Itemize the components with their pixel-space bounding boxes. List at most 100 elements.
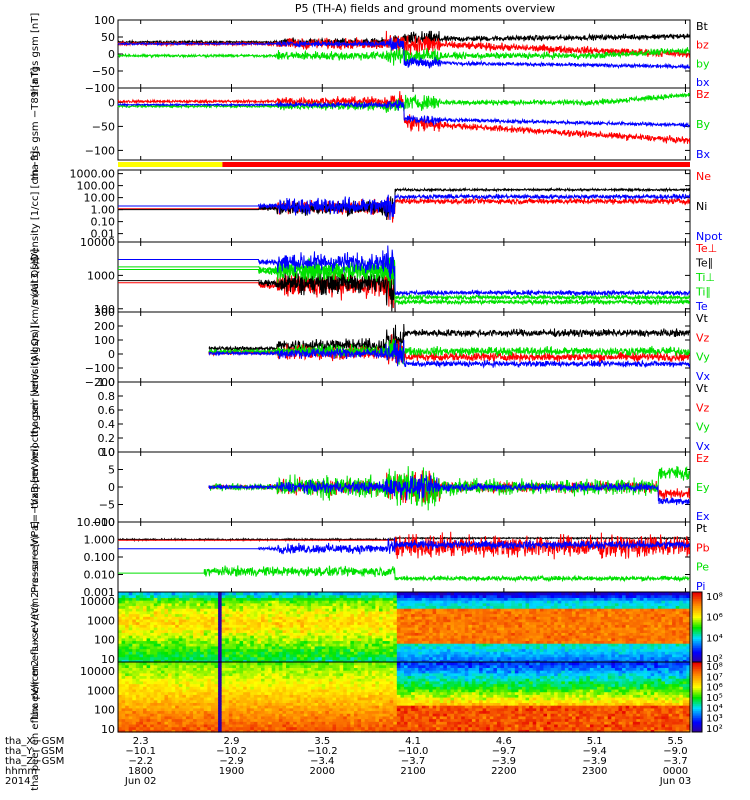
spectrogram-cell bbox=[518, 637, 523, 642]
spectrogram-cell bbox=[178, 613, 183, 617]
spectrogram-cell bbox=[543, 613, 548, 617]
spectrogram-cell bbox=[446, 608, 452, 612]
spectrogram-cell bbox=[461, 648, 466, 652]
spectrogram-cell bbox=[643, 592, 648, 596]
spectrogram-cell bbox=[121, 610, 126, 615]
spectrogram-cell bbox=[157, 705, 162, 709]
spectrogram-cell bbox=[450, 592, 455, 596]
spectrogram-cell bbox=[171, 691, 176, 695]
spectrogram-cell bbox=[293, 645, 298, 650]
spectrogram-cell bbox=[647, 659, 652, 663]
spectrogram-cell bbox=[657, 605, 662, 609]
spectrogram-cell bbox=[589, 627, 595, 631]
spectrogram-cell bbox=[268, 645, 273, 650]
spectrogram-cell bbox=[496, 645, 502, 650]
spectrogram-cell bbox=[550, 648, 555, 652]
spectrogram-cell bbox=[436, 653, 441, 658]
spectrogram-cell bbox=[228, 640, 233, 644]
spectrogram-cell bbox=[160, 610, 166, 615]
spectrogram-cell bbox=[246, 648, 251, 652]
spectrogram-cell bbox=[307, 645, 312, 650]
spectrogram-cell bbox=[636, 616, 641, 620]
ytick-label: 0 bbox=[108, 481, 115, 494]
spectrogram-cell bbox=[482, 659, 487, 663]
spectrogram-cell bbox=[489, 610, 494, 615]
spectrogram-cell bbox=[135, 691, 141, 695]
spectrogram-cell bbox=[128, 694, 133, 698]
spectrogram-cell bbox=[572, 592, 577, 596]
spectrogram-cell bbox=[135, 705, 141, 709]
spectrogram-cell bbox=[461, 635, 466, 639]
spectrogram-cell bbox=[150, 640, 155, 644]
ytick-label: 1.000 bbox=[84, 534, 116, 547]
spectrogram-cell bbox=[146, 688, 151, 693]
spectrogram-cell bbox=[243, 616, 248, 620]
spectrogram-cell bbox=[175, 640, 180, 644]
spectrogram-cell bbox=[479, 629, 484, 633]
spectrogram-cell bbox=[332, 651, 337, 655]
spectrogram-cell bbox=[600, 656, 605, 660]
spectrogram-cell bbox=[364, 592, 369, 596]
spectrogram-cell bbox=[446, 632, 452, 636]
spectrogram-cell bbox=[143, 662, 148, 666]
spectrogram-cell bbox=[160, 592, 166, 596]
spectrogram-cell bbox=[500, 602, 505, 607]
spectrogram-cell bbox=[182, 645, 187, 650]
spectrogram-cell bbox=[654, 640, 659, 644]
spectrogram-cell bbox=[443, 597, 448, 601]
spectrogram-cell bbox=[564, 659, 570, 663]
spectrogram-cell bbox=[547, 621, 552, 625]
spectrogram-cell bbox=[118, 651, 123, 655]
spectrogram-cell bbox=[364, 594, 369, 598]
spectrogram-cell bbox=[132, 613, 137, 617]
colorbar-cell bbox=[692, 604, 702, 607]
spectrogram-cell bbox=[150, 656, 155, 660]
spectrogram-cell bbox=[582, 640, 587, 644]
spectrogram-cell bbox=[511, 653, 516, 658]
spectrogram-cell bbox=[382, 651, 387, 655]
spectrogram-cell bbox=[160, 718, 166, 722]
spectrogram-cell bbox=[582, 635, 587, 639]
spectrogram-cell bbox=[479, 656, 484, 660]
spectrogram-cell bbox=[150, 723, 155, 728]
spectrogram-cell bbox=[350, 640, 355, 644]
spectrogram-cell bbox=[157, 715, 162, 720]
spectrogram-cell bbox=[625, 600, 630, 604]
spectrogram-cell bbox=[411, 613, 416, 617]
spectrogram-cell bbox=[121, 621, 126, 625]
spectrogram-cell bbox=[157, 713, 162, 717]
spectrogram-cell bbox=[457, 648, 462, 652]
spectrogram-cell bbox=[643, 618, 648, 623]
spectrogram-cell bbox=[278, 627, 284, 631]
spectrogram-cell bbox=[210, 637, 216, 642]
spectrogram-cell bbox=[350, 637, 355, 642]
spectrogram-cell bbox=[300, 637, 305, 642]
spectrogram-cell bbox=[146, 592, 151, 596]
spectrogram-cell bbox=[664, 629, 670, 633]
spectrogram-cell bbox=[153, 718, 158, 722]
spectrogram-cell bbox=[636, 602, 641, 607]
spectrogram-cell bbox=[146, 621, 151, 625]
spectrogram-cell bbox=[493, 640, 498, 644]
spectrogram-cell bbox=[568, 613, 573, 617]
spectrogram-cell bbox=[132, 653, 137, 658]
spectrogram-cell bbox=[414, 594, 419, 598]
spectrogram-cell bbox=[239, 618, 244, 623]
spectrogram-cell bbox=[564, 632, 570, 636]
spectrogram-cell bbox=[210, 653, 216, 658]
spectrogram-cell bbox=[171, 643, 176, 647]
spectrogram-cell bbox=[464, 645, 469, 650]
spectrogram-cell bbox=[618, 643, 623, 647]
spectrogram-cell bbox=[539, 648, 545, 652]
spectrogram-cell bbox=[128, 640, 133, 644]
spectrogram-cell bbox=[396, 610, 402, 615]
spectrogram-cell bbox=[579, 640, 584, 644]
spectrogram-cell bbox=[153, 597, 158, 601]
spectrogram-cell bbox=[168, 602, 173, 607]
spectrogram-cell bbox=[160, 721, 166, 725]
spectrogram-cell bbox=[361, 640, 366, 644]
spectrogram-cell bbox=[196, 621, 201, 625]
spectrogram-cell bbox=[454, 656, 459, 660]
spectrogram-cell bbox=[311, 613, 316, 617]
spectrogram-cell bbox=[160, 664, 166, 668]
